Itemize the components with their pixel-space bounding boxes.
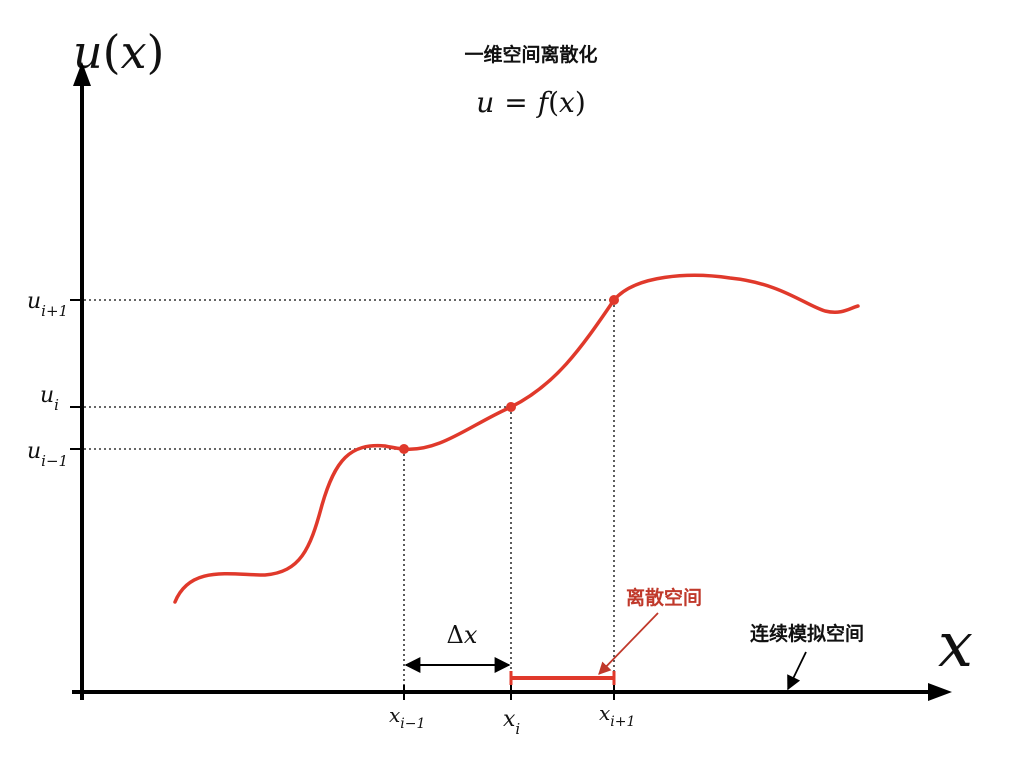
diagram-title: 一维空间离散化 bbox=[464, 43, 597, 66]
formula-rparen: ) bbox=[575, 86, 586, 119]
function-curve bbox=[173, 273, 860, 604]
y-tick-base: u bbox=[40, 383, 54, 408]
y-tick-base: u bbox=[27, 289, 41, 314]
y-tick-base: u bbox=[27, 439, 41, 464]
x-tick-marks bbox=[403, 685, 615, 700]
x-tick-label-xi-plus-1: xi+1 bbox=[599, 701, 635, 730]
delta-x-label: Δx bbox=[447, 621, 478, 649]
dotted-guides bbox=[84, 299, 615, 692]
x-tick-label-xi: xi bbox=[503, 707, 520, 738]
x-tick-sub: i bbox=[515, 720, 520, 738]
sample-point-i-minus-1 bbox=[399, 444, 409, 454]
formula: u = f(x) bbox=[476, 86, 586, 119]
continuous-space-pointer bbox=[787, 651, 807, 691]
formula-lhs: u bbox=[476, 86, 494, 119]
discrete-space-pointer bbox=[598, 612, 659, 675]
y-axis-label-lparen: ( bbox=[103, 25, 121, 79]
y-axis-label: u(x) bbox=[73, 25, 165, 79]
y-axis-label-rparen: ) bbox=[147, 25, 165, 79]
y-axis-label-u: u bbox=[73, 25, 103, 79]
delta-x: x bbox=[464, 621, 478, 649]
continuous-space-label: 连续模拟空间 bbox=[750, 622, 864, 645]
x-axis-label: x bbox=[938, 608, 973, 681]
y-tick-marks bbox=[70, 299, 84, 450]
formula-eq: = bbox=[504, 86, 527, 119]
x-tick-label-xi-minus-1: xi−1 bbox=[389, 703, 425, 732]
sample-point-i-plus-1 bbox=[609, 295, 619, 305]
x-tick-sub: i−1 bbox=[400, 716, 425, 732]
y-tick-sub: i bbox=[54, 396, 59, 414]
x-tick-sub: i+1 bbox=[610, 714, 635, 730]
y-tick-sub: i−1 bbox=[41, 452, 68, 470]
y-axis-label-x: x bbox=[121, 25, 147, 79]
y-tick-label-ui: ui bbox=[40, 383, 59, 414]
x-axis-arrowhead bbox=[928, 683, 952, 701]
sample-point-i bbox=[506, 402, 516, 412]
y-tick-sub: i+1 bbox=[41, 302, 68, 320]
discrete-space-label: 离散空间 bbox=[626, 586, 702, 609]
discrete-interval bbox=[509, 671, 616, 685]
y-tick-label-ui-plus-1: ui+1 bbox=[27, 289, 68, 320]
y-axis-arrowhead bbox=[73, 62, 91, 86]
x-tick-base: x bbox=[389, 703, 400, 727]
formula-arg: x bbox=[559, 86, 575, 119]
delta-symbol: Δ bbox=[447, 621, 464, 649]
x-tick-base: x bbox=[599, 701, 610, 725]
formula-lparen: ( bbox=[548, 86, 559, 119]
x-tick-base: x bbox=[503, 707, 516, 732]
y-tick-label-ui-minus-1: ui−1 bbox=[27, 439, 68, 470]
